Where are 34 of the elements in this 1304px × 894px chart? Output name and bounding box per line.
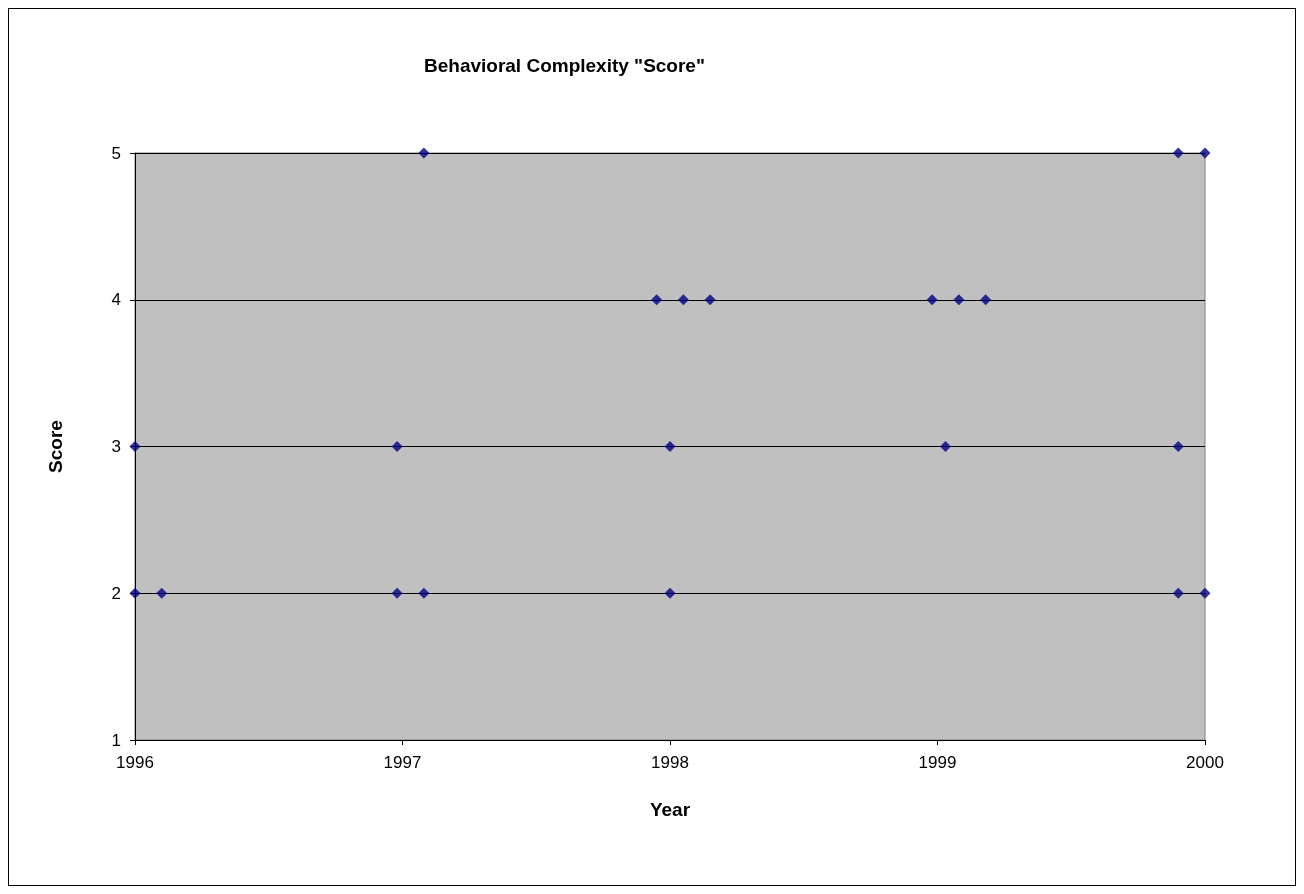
- point: [1199, 587, 1211, 599]
- x-tick-label: 1999: [918, 753, 957, 772]
- y-tick-label: 5: [111, 143, 121, 163]
- y-tick-label: 3: [111, 437, 121, 456]
- point: [677, 294, 689, 306]
- point: [953, 294, 965, 306]
- point: [1172, 147, 1184, 159]
- point: [391, 587, 403, 599]
- point: [651, 294, 663, 306]
- point: [664, 441, 676, 452]
- point: [129, 587, 141, 599]
- point: [926, 294, 938, 306]
- y-tick-label: 1: [111, 730, 121, 750]
- x-tick-label: 1996: [116, 753, 154, 772]
- x-tick-label: 2000: [1186, 753, 1224, 772]
- point: [1199, 147, 1211, 159]
- point: [129, 441, 141, 452]
- point: [1172, 587, 1184, 599]
- point: [704, 294, 716, 306]
- point: [664, 587, 676, 599]
- point: [940, 441, 952, 452]
- x-tick-label: 1997: [383, 753, 422, 772]
- point: [391, 441, 403, 452]
- y-axis-title: Score: [45, 420, 66, 473]
- point: [980, 294, 992, 306]
- x-tick-label: 1998: [651, 753, 689, 772]
- point: [418, 587, 430, 599]
- point: [1172, 441, 1184, 452]
- y-tick-label: 2: [111, 583, 121, 603]
- point: [156, 587, 168, 599]
- chart-title: Behavioral Complexity "Score": [424, 55, 705, 76]
- x-axis-title: Year: [649, 799, 691, 820]
- y-tick-label: 4: [111, 290, 121, 310]
- point: [418, 147, 430, 159]
